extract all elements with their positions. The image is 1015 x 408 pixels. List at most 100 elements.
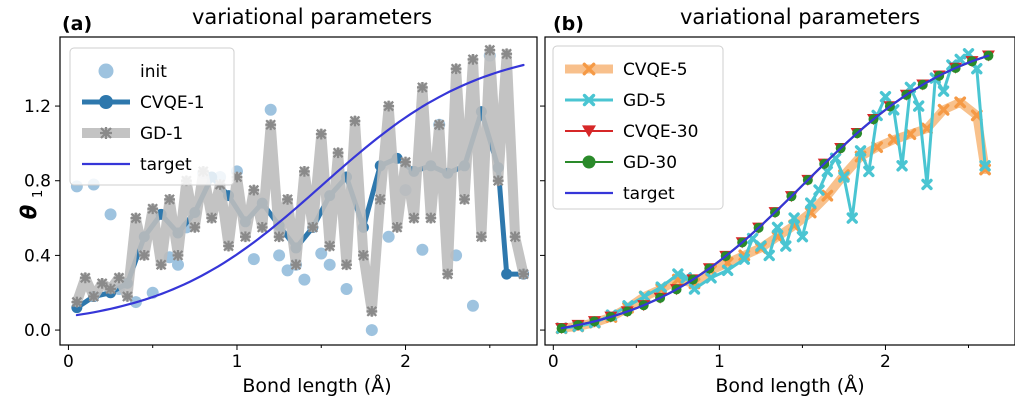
- data-point: [805, 197, 817, 209]
- data-point: [382, 230, 395, 243]
- data-point: [138, 250, 150, 261]
- legend-box: [69, 47, 235, 186]
- series-target: [560, 54, 990, 330]
- series-line: [560, 54, 990, 330]
- data-point: [332, 147, 344, 159]
- data-point: [349, 115, 361, 127]
- legend-marker: [100, 127, 112, 139]
- legend-marker: [582, 125, 596, 138]
- data-point: [231, 171, 243, 183]
- series-GD-1: [71, 44, 529, 317]
- data-point: [298, 166, 310, 177]
- data-point: [315, 247, 328, 260]
- data-point: [365, 324, 378, 337]
- data-point: [164, 194, 175, 205]
- data-point: [248, 184, 260, 196]
- legend-item-init: init: [98, 62, 167, 82]
- data-point: [408, 212, 420, 224]
- data-point: [638, 290, 651, 303]
- data-point: [71, 296, 83, 308]
- legend-label: GD-1: [140, 124, 183, 144]
- data-point: [281, 264, 294, 277]
- data-point: [290, 259, 302, 271]
- series-target: [75, 63, 525, 317]
- x-tick-label: 0: [548, 352, 559, 372]
- legend-label: init: [140, 62, 167, 82]
- data-point: [315, 128, 327, 140]
- data-point: [459, 194, 470, 205]
- data-point: [298, 273, 311, 286]
- data-point: [104, 208, 117, 221]
- panel-b-frame: [544, 36, 1015, 346]
- data-point: [771, 221, 784, 234]
- legend-box: [552, 45, 724, 210]
- data-point: [688, 283, 701, 295]
- panel-b-xlabel: Bond length (Å): [715, 374, 864, 397]
- data-point: [433, 119, 445, 131]
- data-point: [189, 222, 201, 233]
- data-point: [450, 63, 462, 75]
- legend-label: GD-5: [623, 91, 666, 111]
- data-point: [341, 259, 352, 271]
- data-point: [273, 249, 286, 262]
- legend-marker: [582, 93, 596, 107]
- data-point: [265, 119, 277, 131]
- legend-item-GD-1: GD-1: [82, 124, 183, 144]
- data-point: [467, 54, 479, 65]
- panel-a-frame: [59, 36, 538, 346]
- panel-a-title: variational parameters: [192, 5, 432, 29]
- data-point: [264, 103, 277, 116]
- legend-label: target: [140, 155, 192, 175]
- data-point: [518, 268, 529, 280]
- data-point: [854, 145, 867, 157]
- data-point: [113, 272, 125, 284]
- data-point: [96, 278, 108, 289]
- data-point: [130, 212, 142, 224]
- legend-marker: [582, 62, 596, 76]
- data-point: [863, 165, 875, 178]
- x-tick-label: 2: [880, 352, 891, 372]
- data-point: [838, 171, 850, 183]
- panel-b-label: (b): [553, 13, 584, 35]
- data-point: [383, 100, 395, 112]
- data-point: [155, 259, 167, 271]
- data-point: [340, 283, 353, 295]
- legend-marker: [99, 95, 113, 109]
- data-point: [172, 250, 184, 261]
- panel-a-ylabel-theta: θ: [17, 205, 41, 219]
- legend-label: target: [623, 184, 675, 204]
- series-line: [71, 45, 529, 317]
- data-point: [796, 231, 809, 243]
- data-point: [323, 258, 336, 271]
- legend-item-target: target: [82, 155, 192, 175]
- data-point: [88, 291, 100, 302]
- legend-marker: [582, 155, 596, 169]
- data-point: [416, 82, 428, 93]
- data-point: [896, 160, 908, 172]
- data-point: [904, 128, 917, 140]
- x-tick-label: 1: [232, 352, 243, 372]
- data-point: [206, 212, 218, 224]
- data-point: [391, 222, 403, 233]
- data-point: [738, 253, 750, 265]
- legend-item-GD-30: GD-30: [565, 153, 677, 173]
- data-point: [366, 306, 378, 317]
- data-point: [79, 272, 91, 284]
- legend-label: GD-30: [623, 153, 677, 173]
- panel-b: 0 1 2 (b) variational parameters Bond leng…: [540, 5, 1015, 397]
- y-tick-label: 0.4: [24, 246, 51, 266]
- legend-label: CVQE-5: [623, 60, 688, 80]
- data-point: [282, 194, 293, 205]
- data-point: [821, 189, 834, 202]
- legend-item-CVQE-1: CVQE-1: [82, 93, 205, 113]
- data-point: [273, 231, 285, 243]
- data-point: [240, 231, 251, 243]
- legend-item-CVQE-30: CVQE-30: [565, 122, 698, 142]
- data-point: [813, 184, 825, 196]
- data-point: [466, 299, 479, 312]
- panel-a-ylabel-sub: 1: [31, 190, 46, 198]
- data-point: [442, 268, 454, 280]
- data-point: [484, 44, 496, 56]
- data-point: [721, 264, 734, 277]
- data-point: [357, 250, 369, 261]
